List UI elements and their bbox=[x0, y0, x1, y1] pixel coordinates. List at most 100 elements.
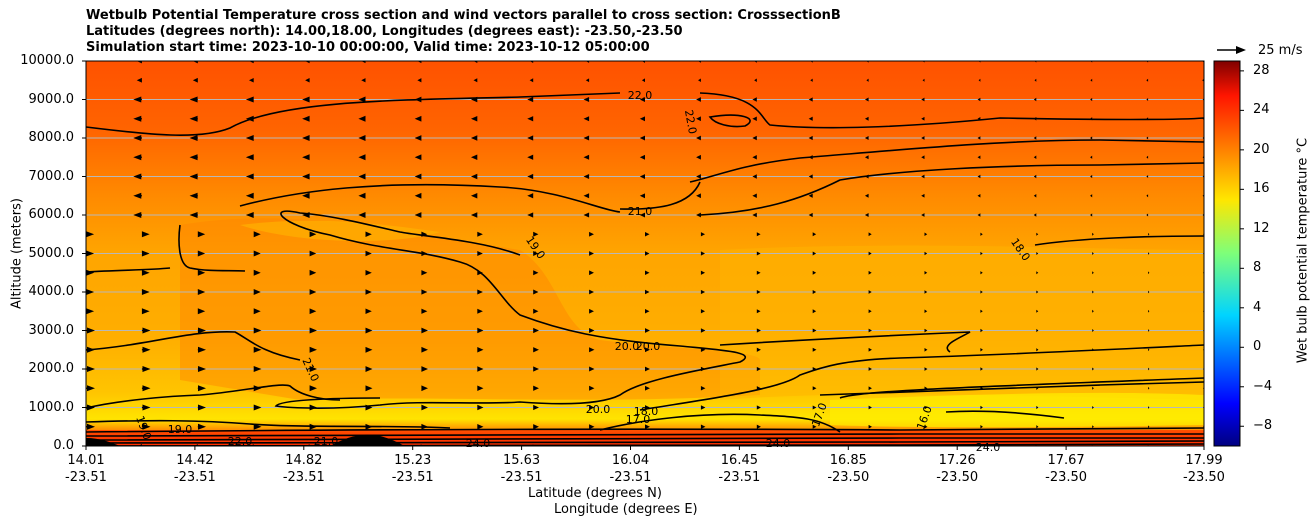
y-tick-label: 1000.0 bbox=[28, 399, 75, 415]
wind-vector bbox=[696, 154, 701, 160]
wind-vector bbox=[1092, 348, 1094, 352]
wind-vector bbox=[1146, 194, 1149, 198]
wind-vector bbox=[866, 78, 869, 82]
wind-vector bbox=[1148, 329, 1150, 332]
wind-vector bbox=[414, 154, 422, 161]
wind-vector bbox=[868, 290, 872, 294]
wind-vector bbox=[1090, 136, 1093, 140]
wind-vector bbox=[589, 424, 595, 430]
wind-vector bbox=[253, 231, 261, 238]
wind-vector bbox=[756, 251, 761, 256]
wind-vector bbox=[141, 231, 150, 238]
wind-vector bbox=[77, 193, 86, 199]
wind-vector bbox=[533, 424, 539, 430]
wind-vector bbox=[921, 155, 925, 160]
wind-vector bbox=[86, 327, 95, 334]
wind-vector bbox=[414, 192, 422, 199]
colorbar-tick-label: 24 bbox=[1253, 102, 1270, 118]
contour-label: 20.0 bbox=[636, 340, 661, 353]
wind-vector bbox=[421, 366, 428, 372]
chart-title-line-3: Simulation start time: 2023-10-10 00:00:… bbox=[86, 40, 650, 55]
wind-vector bbox=[477, 385, 484, 391]
wind-vector bbox=[639, 193, 645, 199]
wind-vector bbox=[421, 404, 428, 411]
wind-vector bbox=[141, 269, 150, 276]
wind-vector bbox=[696, 116, 701, 122]
wind-vector bbox=[141, 289, 150, 295]
wind-vector bbox=[245, 96, 254, 103]
wind-vector bbox=[414, 173, 422, 180]
wind-vector bbox=[696, 212, 701, 218]
wind-vector bbox=[1090, 117, 1093, 121]
wind-vector bbox=[1146, 78, 1149, 82]
wind-vector bbox=[977, 97, 981, 102]
wind-vector bbox=[527, 193, 534, 199]
x-axis-label-longitude: Longitude (degrees E) bbox=[554, 502, 698, 517]
wind-vector bbox=[253, 346, 262, 353]
wind-vector bbox=[812, 366, 817, 372]
wind-vector bbox=[245, 212, 254, 218]
wind-vector bbox=[812, 309, 817, 314]
wind-vector bbox=[141, 423, 151, 430]
x-tick-label: 17.26 -23.50 bbox=[936, 453, 979, 485]
wind-vector bbox=[533, 231, 539, 237]
wind-vector bbox=[639, 212, 645, 218]
x-tick-label: 14.01 -23.51 bbox=[65, 453, 107, 485]
wind-vector bbox=[533, 251, 539, 256]
wind-vector bbox=[645, 309, 650, 314]
wind-vector bbox=[812, 386, 817, 391]
wind-vector bbox=[477, 424, 484, 430]
wind-vector bbox=[1036, 348, 1039, 352]
wind-vector bbox=[477, 289, 483, 295]
wind-vector bbox=[1148, 386, 1150, 390]
wind-vector bbox=[1146, 98, 1149, 101]
wind-vector bbox=[1090, 155, 1093, 159]
wind-vector bbox=[527, 173, 534, 180]
wind-vector bbox=[365, 308, 372, 314]
wind-vector bbox=[864, 193, 869, 198]
wind-vector bbox=[864, 116, 869, 121]
wind-vector bbox=[309, 423, 317, 430]
wind-vector bbox=[700, 385, 706, 391]
wind-vector bbox=[700, 251, 706, 256]
wind-vector bbox=[421, 385, 428, 392]
wind-vector bbox=[1036, 405, 1039, 410]
wind-vector bbox=[924, 290, 928, 294]
wind-vector bbox=[808, 212, 813, 218]
wind-vector bbox=[533, 289, 539, 295]
wind-vector bbox=[86, 289, 95, 295]
wind-vector bbox=[1036, 251, 1039, 256]
x-tick-label: 17.67 -23.50 bbox=[1045, 453, 1088, 485]
wind-vector bbox=[589, 347, 595, 353]
wind-vector bbox=[980, 328, 983, 333]
terrain-bumps bbox=[86, 434, 405, 446]
wind-vector bbox=[470, 115, 478, 122]
wind-vector bbox=[812, 251, 817, 256]
wind-vector bbox=[133, 115, 142, 122]
x-tick-label: 15.23 -23.51 bbox=[391, 453, 434, 485]
wind-vector bbox=[77, 154, 86, 160]
wind-vector bbox=[302, 192, 310, 199]
wind-vector bbox=[529, 78, 534, 83]
wind-vector bbox=[309, 250, 317, 257]
wind-vector bbox=[589, 289, 594, 295]
wind-vectors bbox=[77, 61, 1204, 446]
wind-vector bbox=[1033, 117, 1037, 121]
wind-vector bbox=[980, 348, 983, 352]
wind-vector bbox=[253, 250, 261, 257]
contour-label: 20.0 bbox=[586, 403, 611, 416]
wind-vector bbox=[1033, 155, 1037, 159]
wind-vector bbox=[583, 116, 590, 122]
wind-vector bbox=[921, 136, 925, 140]
wind-vector bbox=[365, 270, 372, 276]
x-axis-label-latitude: Latitude (degrees N) bbox=[528, 486, 662, 501]
wind-vector bbox=[414, 212, 422, 218]
wind-vector bbox=[752, 135, 757, 141]
wind-vector bbox=[141, 327, 151, 334]
wind-vector bbox=[470, 173, 478, 180]
wind-vector bbox=[924, 405, 928, 410]
wind-vector bbox=[639, 154, 645, 160]
wind-vector bbox=[86, 269, 95, 276]
wind-vector bbox=[358, 115, 366, 122]
y-ticks bbox=[82, 60, 86, 447]
